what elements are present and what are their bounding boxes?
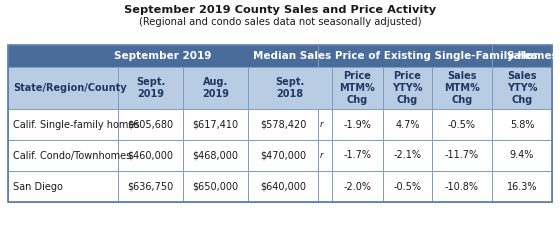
- Bar: [8, 109, 118, 140]
- Text: $605,680: $605,680: [128, 120, 174, 130]
- Text: -0.5%: -0.5%: [394, 182, 422, 192]
- Text: r: r: [320, 120, 324, 129]
- Bar: [248, 140, 318, 171]
- Text: -1.9%: -1.9%: [344, 120, 371, 130]
- Text: -10.8%: -10.8%: [445, 182, 479, 192]
- Text: September 2019: September 2019: [114, 51, 212, 61]
- Bar: [332, 171, 383, 202]
- Bar: [383, 171, 432, 202]
- Bar: [432, 171, 492, 202]
- Bar: [118, 171, 183, 202]
- Bar: [432, 140, 492, 171]
- Text: Sales
YTY%
Chg: Sales YTY% Chg: [507, 70, 537, 106]
- Bar: [183, 109, 248, 140]
- Text: -2.0%: -2.0%: [343, 182, 371, 192]
- Bar: [492, 109, 552, 140]
- Bar: [492, 67, 552, 109]
- Text: Price
MTM%
Chg: Price MTM% Chg: [339, 70, 375, 106]
- Bar: [248, 67, 332, 109]
- Bar: [118, 67, 183, 109]
- Text: $617,410: $617,410: [193, 120, 239, 130]
- Text: -1.7%: -1.7%: [343, 150, 371, 160]
- Bar: [183, 171, 248, 202]
- Text: Sept.
2019: Sept. 2019: [136, 77, 165, 99]
- Bar: [8, 67, 118, 109]
- Text: (Regional and condo sales data not seasonally adjusted): (Regional and condo sales data not seaso…: [139, 17, 421, 27]
- Text: 4.7%: 4.7%: [395, 120, 420, 130]
- Text: 9.4%: 9.4%: [510, 150, 534, 160]
- Text: September 2019 County Sales and Price Activity: September 2019 County Sales and Price Ac…: [124, 5, 436, 15]
- Bar: [492, 140, 552, 171]
- Text: -11.7%: -11.7%: [445, 150, 479, 160]
- Bar: [118, 140, 183, 171]
- Bar: [248, 109, 318, 140]
- Text: Calif. Single-family homes: Calif. Single-family homes: [13, 120, 139, 130]
- Text: $468,000: $468,000: [193, 150, 239, 160]
- Text: San Diego: San Diego: [13, 182, 63, 192]
- Text: 5.8%: 5.8%: [510, 120, 534, 130]
- Bar: [183, 67, 248, 109]
- Bar: [318, 109, 332, 140]
- Bar: [8, 140, 118, 171]
- Text: Sales
MTM%
Chg: Sales MTM% Chg: [444, 70, 480, 106]
- Text: State/Region/County: State/Region/County: [13, 83, 127, 93]
- Bar: [332, 109, 383, 140]
- Text: $636,750: $636,750: [127, 182, 174, 192]
- Text: r: r: [320, 151, 324, 160]
- Text: $640,000: $640,000: [260, 182, 306, 192]
- Text: -0.5%: -0.5%: [448, 120, 476, 130]
- Bar: [183, 140, 248, 171]
- Bar: [318, 45, 492, 67]
- Bar: [383, 67, 432, 109]
- Bar: [492, 171, 552, 202]
- Bar: [332, 140, 383, 171]
- Bar: [492, 45, 552, 67]
- Bar: [383, 140, 432, 171]
- Bar: [383, 109, 432, 140]
- Text: -2.1%: -2.1%: [394, 150, 422, 160]
- Bar: [8, 45, 318, 67]
- Text: Price
YTY%
Chg: Price YTY% Chg: [392, 70, 423, 106]
- Text: $578,420: $578,420: [260, 120, 306, 130]
- Text: 16.3%: 16.3%: [507, 182, 537, 192]
- Bar: [318, 140, 332, 171]
- Bar: [332, 67, 383, 109]
- Bar: [8, 171, 118, 202]
- Text: Aug.
2019: Aug. 2019: [202, 77, 229, 99]
- Bar: [8, 45, 552, 202]
- Bar: [432, 109, 492, 140]
- Text: Calif. Condo/Townhomes: Calif. Condo/Townhomes: [13, 150, 131, 160]
- Bar: [318, 171, 332, 202]
- Text: $650,000: $650,000: [193, 182, 239, 192]
- Text: $470,000: $470,000: [260, 150, 306, 160]
- Bar: [248, 171, 318, 202]
- Text: $460,000: $460,000: [128, 150, 174, 160]
- Bar: [432, 67, 492, 109]
- Text: Sept.
2018: Sept. 2018: [276, 77, 305, 99]
- Text: Sales: Sales: [506, 51, 538, 61]
- Text: Median Sales Price of Existing Single-Family Homes: Median Sales Price of Existing Single-Fa…: [253, 51, 557, 61]
- Bar: [118, 109, 183, 140]
